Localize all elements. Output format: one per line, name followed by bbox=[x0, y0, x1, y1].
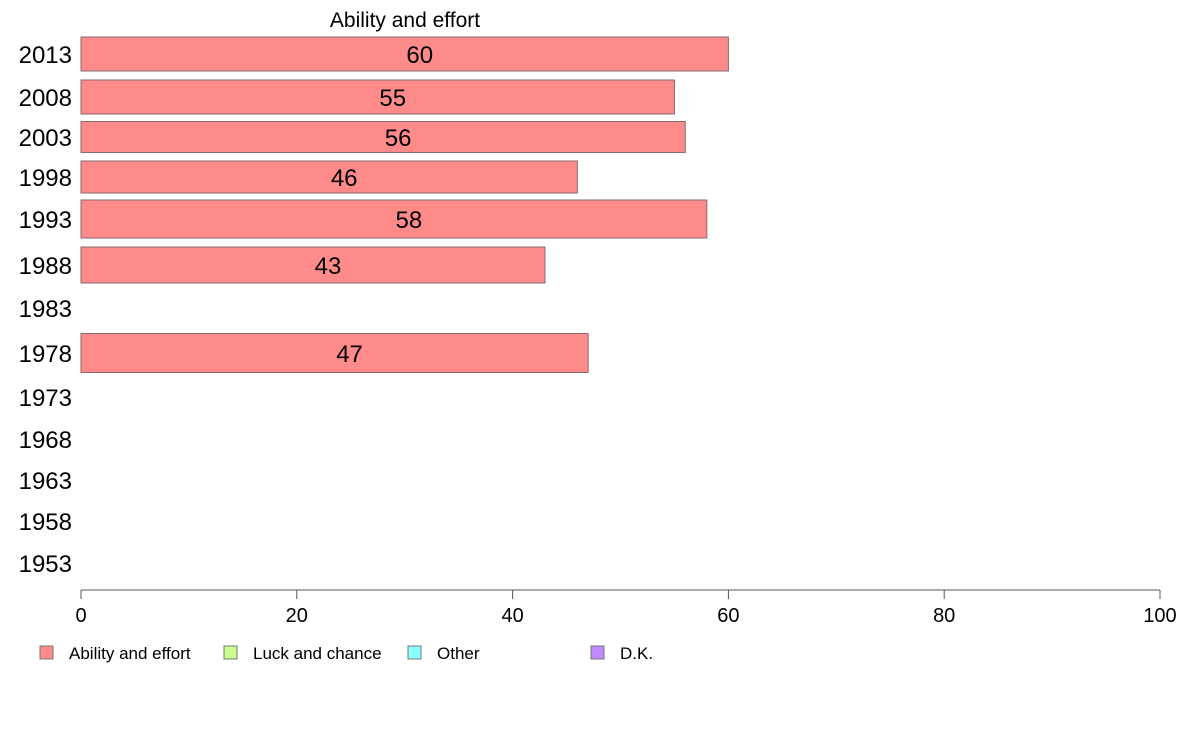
bar bbox=[80, 199, 708, 239]
legend-label: Other bbox=[437, 644, 480, 663]
legend-label: D.K. bbox=[620, 644, 653, 663]
y-tick-label: 1993 bbox=[19, 207, 72, 234]
y-tick-label: 2008 bbox=[19, 85, 72, 112]
y-tick-label: 1968 bbox=[19, 427, 72, 454]
bar-value-label: 46 bbox=[331, 165, 358, 192]
legend-swatch bbox=[407, 645, 422, 660]
y-tick-label: 1958 bbox=[19, 509, 72, 536]
x-tick-label: 40 bbox=[501, 605, 523, 627]
legend-label: Luck and chance bbox=[253, 644, 382, 663]
bar bbox=[80, 160, 578, 194]
legend-label: Ability and effort bbox=[69, 644, 191, 663]
x-tick-label: 0 bbox=[75, 605, 86, 627]
bar-value-label: 56 bbox=[385, 125, 412, 152]
y-tick-label: 1973 bbox=[19, 385, 72, 412]
legend-swatch bbox=[39, 645, 54, 660]
bar bbox=[80, 246, 546, 284]
x-tick-label: 20 bbox=[286, 605, 308, 627]
bar-value-label: 58 bbox=[396, 207, 423, 234]
y-tick-label: 1963 bbox=[19, 468, 72, 495]
bar bbox=[80, 333, 589, 373]
bar-value-label: 60 bbox=[406, 42, 433, 69]
bar bbox=[80, 36, 729, 72]
x-tick-label: 100 bbox=[1143, 605, 1176, 627]
bar-value-label: 55 bbox=[379, 85, 406, 112]
bar bbox=[80, 121, 686, 153]
bar bbox=[80, 79, 675, 115]
chart-title: Ability and effort bbox=[330, 9, 480, 32]
legend-swatch bbox=[223, 645, 238, 660]
y-tick-label: 2013 bbox=[19, 42, 72, 69]
x-tick-label: 60 bbox=[717, 605, 739, 627]
y-axis-labels: 2013 2008 2003 1998 1993 1988 1983 1978 1973 1968… bbox=[19, 42, 72, 578]
x-tick-label: 80 bbox=[933, 605, 955, 627]
x-axis: 0 20 40 60 80 100 bbox=[75, 589, 1177, 627]
bar-value-label: 47 bbox=[336, 341, 363, 368]
legend-swatch bbox=[590, 645, 605, 660]
y-tick-label: 2003 bbox=[19, 125, 72, 152]
y-tick-label: 1983 bbox=[19, 296, 72, 323]
bar-value-label: 43 bbox=[315, 253, 342, 280]
y-tick-label: 1998 bbox=[19, 165, 72, 192]
y-tick-label: 1978 bbox=[19, 341, 72, 368]
y-tick-label: 1953 bbox=[19, 551, 72, 578]
y-tick-label: 1988 bbox=[19, 253, 72, 280]
legend: Ability and effort Luck and chance Other D.… bbox=[39, 644, 653, 663]
